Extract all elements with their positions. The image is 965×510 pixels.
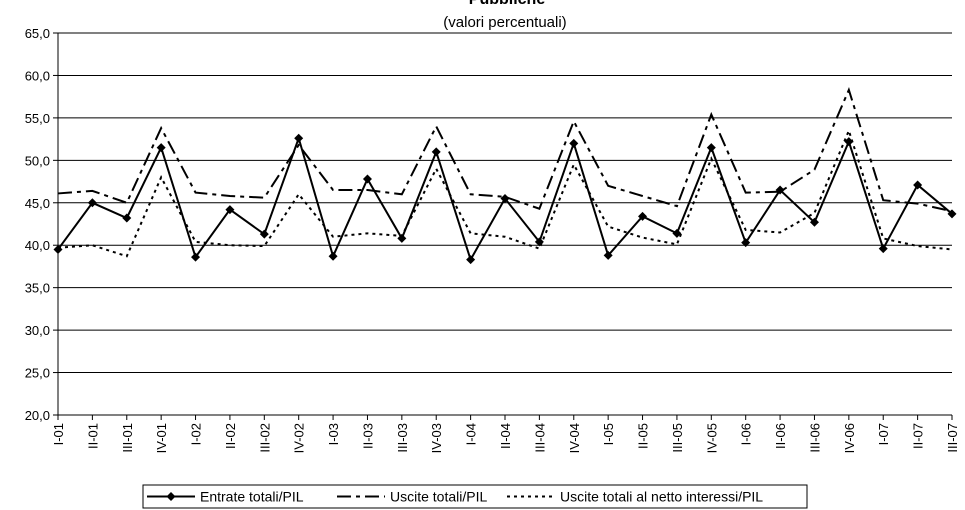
point-marker (809, 217, 819, 227)
x-tick-label: I-04 (464, 423, 479, 445)
point-marker (844, 137, 854, 147)
point-marker (706, 143, 716, 153)
point-marker (500, 194, 510, 204)
legend-box (142, 484, 808, 509)
y-tick-label: 50,0 (25, 153, 50, 168)
x-tick-label: IV-06 (842, 423, 857, 453)
point-marker (259, 229, 269, 239)
y-tick-label: 40,0 (25, 238, 50, 253)
x-tick-label: IV-04 (567, 423, 582, 453)
chart-subtitle: (valori percentuali) (443, 14, 566, 31)
y-tick-label: 20,0 (25, 408, 50, 423)
point-marker (569, 138, 579, 148)
legend-label: Uscite totali al netto interessi/PIL (560, 489, 763, 505)
series-line (57, 86, 953, 213)
point-marker (947, 209, 957, 219)
x-tick-label: II-01 (85, 423, 100, 449)
point-marker (294, 133, 304, 143)
x-tick-label: I-06 (739, 423, 754, 445)
point-marker (431, 147, 441, 157)
point-marker (741, 238, 751, 248)
x-tick-label: II-07 (911, 423, 926, 449)
x-tick-label: IV-01 (154, 423, 169, 453)
x-tick-label: III-07 (945, 423, 960, 453)
x-tick-label: IV-03 (429, 423, 444, 453)
y-tick-label: 55,0 (25, 111, 50, 126)
x-tick-label: II-02 (223, 423, 238, 449)
point-marker (328, 251, 338, 261)
x-tick-label: IV-02 (292, 423, 307, 453)
x-tick-label: III-06 (807, 423, 822, 453)
point-marker (191, 252, 201, 262)
series-line (57, 127, 953, 258)
point-marker (672, 228, 682, 238)
x-tick-label: III-03 (395, 423, 410, 453)
x-tick-label: II-04 (498, 423, 513, 449)
x-tick-label: III-05 (670, 423, 685, 453)
point-marker (466, 255, 476, 265)
point-marker (913, 180, 923, 190)
x-tick-label: I-01 (51, 423, 66, 445)
point-marker (122, 213, 132, 223)
x-tick-label: III-04 (532, 423, 547, 453)
x-tick-label: II-06 (773, 423, 788, 449)
point-marker (397, 233, 407, 243)
x-tick-label: I-05 (601, 423, 616, 445)
x-tick-label: I-07 (876, 423, 891, 445)
legend-marker (166, 492, 176, 501)
x-tick-label: I-03 (326, 423, 341, 445)
point-marker (87, 198, 97, 208)
legend-label: Entrate totali/PIL (200, 489, 304, 505)
y-tick-label: 45,0 (25, 196, 50, 211)
point-marker (878, 244, 888, 254)
x-tick-label: II-03 (360, 423, 375, 449)
point-marker (362, 174, 372, 184)
y-tick-label: 30,0 (25, 323, 50, 338)
y-tick-label: 35,0 (25, 281, 50, 296)
point-marker (225, 205, 235, 215)
x-tick-label: I-02 (189, 423, 204, 445)
point-marker (603, 250, 613, 260)
point-marker (638, 211, 648, 221)
point-marker (156, 143, 166, 153)
y-tick-label: 65,0 (25, 26, 50, 41)
x-tick-label: III-01 (120, 423, 135, 453)
legend-label: Uscite totali/PIL (390, 489, 487, 505)
x-tick-label: IV-05 (704, 423, 719, 453)
x-tick-label: III-02 (257, 423, 272, 453)
y-tick-label: 25,0 (25, 366, 50, 381)
y-tick-label: 60,0 (25, 68, 50, 83)
chart-title: Pubbliche (469, 0, 546, 8)
x-tick-label: II-05 (636, 423, 651, 449)
